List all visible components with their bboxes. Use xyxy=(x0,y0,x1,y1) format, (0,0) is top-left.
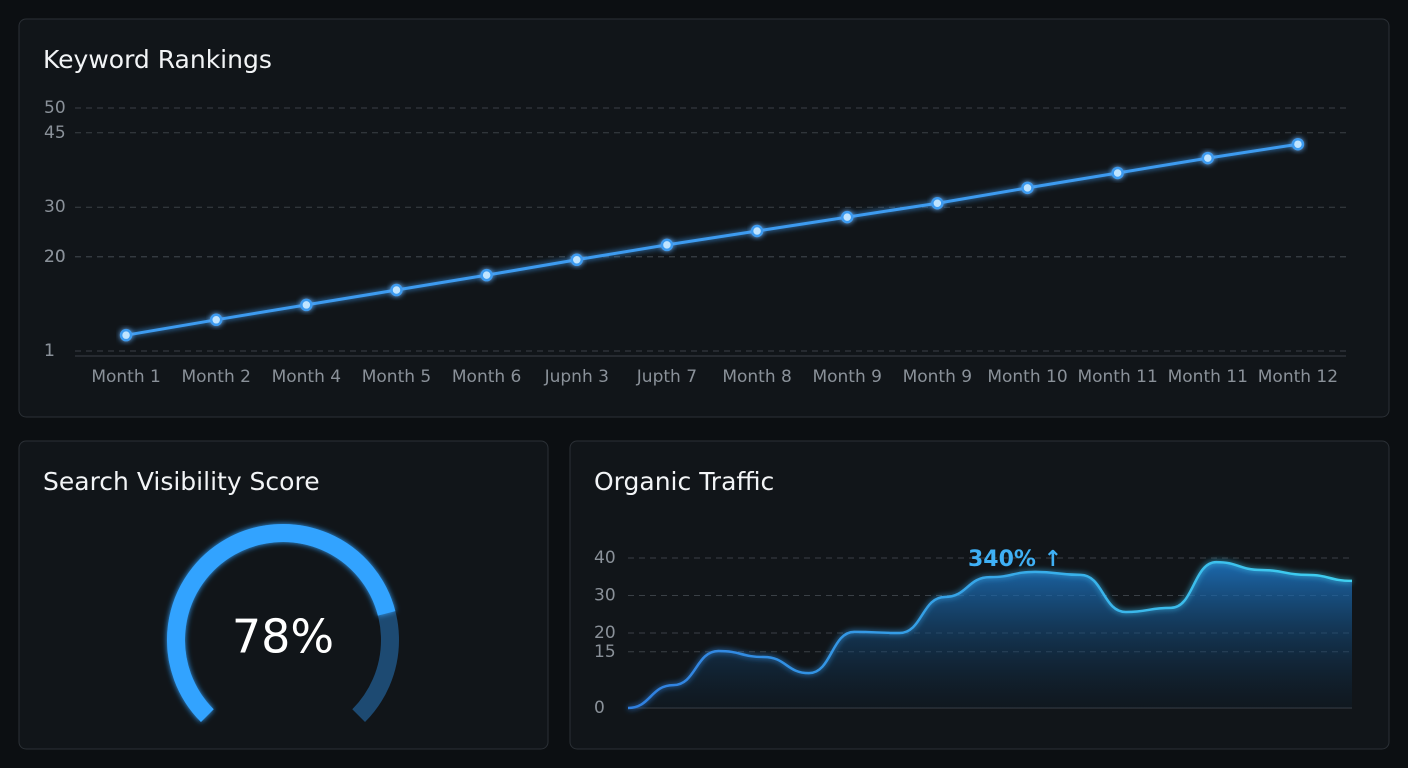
panel-title: Search Visibility Score xyxy=(43,467,320,496)
gauge-label: 78% xyxy=(232,610,334,664)
x-tick-label: Month 11 xyxy=(1077,367,1157,387)
area xyxy=(628,562,1352,708)
y-tick-label: 20 xyxy=(594,623,616,643)
y-tick-label: 15 xyxy=(594,642,616,662)
x-tick-label: Month 2 xyxy=(181,367,251,387)
y-tick-label: 1 xyxy=(44,341,55,361)
panel-title: Keyword Rankings xyxy=(43,45,272,74)
y-tick-label: 30 xyxy=(594,586,616,606)
point xyxy=(1021,181,1034,195)
point xyxy=(119,328,133,342)
x-tick-label: Month 4 xyxy=(272,367,342,387)
y-tick-label: 45 xyxy=(44,123,66,143)
x-tick-label: Month 12 xyxy=(1258,367,1338,387)
point xyxy=(931,196,944,210)
y-tick-label: 50 xyxy=(44,98,66,118)
x-tick-label: Month 10 xyxy=(987,367,1067,387)
point xyxy=(660,238,674,252)
point xyxy=(209,313,223,327)
y-tick-label: 20 xyxy=(44,247,66,267)
point xyxy=(1111,166,1124,180)
area-line xyxy=(627,560,1353,710)
y-tick-label: 1 xyxy=(44,341,55,361)
x-tick-label: Month 9 xyxy=(812,367,882,387)
panel xyxy=(18,18,1390,418)
line xyxy=(125,142,1299,337)
panel xyxy=(18,440,549,750)
point xyxy=(300,298,313,312)
x-tick-label: Month 9 xyxy=(903,367,973,387)
y-tick-label: 0 xyxy=(594,698,605,718)
point xyxy=(1291,137,1305,151)
point xyxy=(840,210,854,224)
point xyxy=(1201,151,1215,165)
x-tick-label: Month 11 xyxy=(1168,367,1248,387)
x-tick-label: Jupnh 3 xyxy=(544,367,609,387)
gauge-value xyxy=(167,524,396,723)
x-tick-label: Month 5 xyxy=(362,367,432,387)
annotation: 340% ↑ xyxy=(968,547,1062,572)
point xyxy=(390,283,403,297)
y-tick-label: 30 xyxy=(44,197,66,217)
x-tick-label: Jupth 7 xyxy=(636,367,697,387)
point xyxy=(480,268,493,282)
point xyxy=(570,253,584,267)
x-tick-label: Month 8 xyxy=(722,367,792,387)
x-tick-label: Month 1 xyxy=(91,367,161,387)
panel-title: Organic Traffic xyxy=(594,467,774,496)
y-tick-label: 20 xyxy=(44,247,66,267)
x-tick-label: Month 6 xyxy=(452,367,522,387)
point xyxy=(750,224,764,238)
y-tick-label: 40 xyxy=(594,548,616,568)
